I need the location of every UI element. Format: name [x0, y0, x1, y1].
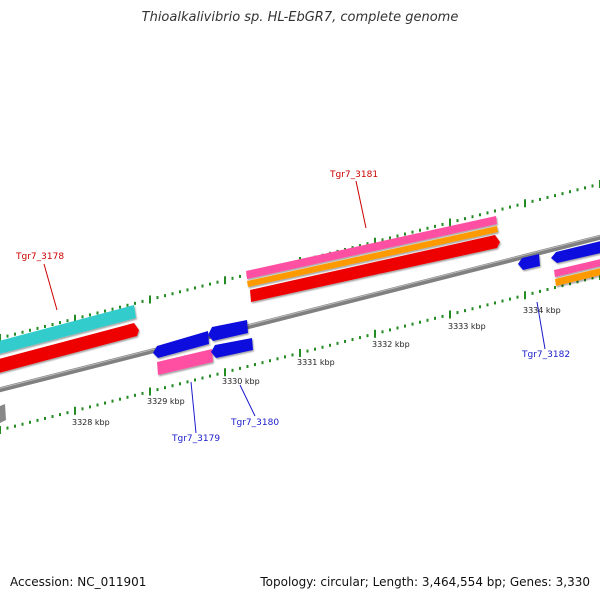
gene-label-tgr7-3179[interactable]: Tgr7_3179 — [171, 434, 220, 444]
genome-backbone — [0, 234, 600, 393]
gene-tgr7-3180-blue-a[interactable] — [208, 320, 248, 341]
leader-tgr7-3181 — [355, 180, 367, 229]
cds-tgr7-3178-cyan[interactable] — [0, 305, 136, 355]
genome-title: Thioalkalivibrio sp. HL-EbGR7, complete … — [141, 10, 459, 25]
leader-tgr7-3180 — [239, 384, 256, 417]
scale-label-3333: 3333 kbp — [448, 322, 486, 331]
cds-right-orange[interactable] — [555, 267, 600, 286]
gene-label-tgr7-3178[interactable]: Tgr7_3178 — [15, 252, 64, 262]
scale-label-3329: 3329 kbp — [147, 397, 185, 406]
cds-tgr7-3178-red[interactable] — [0, 323, 139, 374]
cds-tgr7-3181-orange[interactable] — [247, 226, 498, 287]
scale-label-3334: 3334 kbp — [523, 306, 561, 315]
gene-tgr7-3181-pink[interactable] — [246, 216, 497, 279]
gene-label-tgr7-3180[interactable]: Tgr7_3180 — [230, 418, 279, 428]
cds-right-pink[interactable] — [554, 258, 600, 277]
gene-label-tgr7-3182[interactable]: Tgr7_3182 — [521, 350, 570, 360]
leader-tgr7-3179 — [190, 381, 197, 434]
gene-tgr7-3180-blue-b[interactable] — [211, 338, 253, 358]
gene-label-tgr7-3181[interactable]: Tgr7_3181 — [329, 170, 378, 180]
lower-tick-track — [0, 272, 600, 434]
scale-label-3331: 3331 kbp — [297, 358, 335, 367]
topology-text: Topology: circular; Length: 3,464,554 bp… — [260, 575, 590, 589]
gene-tgr7-3182-blue-a[interactable] — [518, 254, 540, 270]
accession-text: Accession: NC_011901 — [10, 575, 147, 589]
scale-label-3328: 3328 kbp — [72, 418, 110, 427]
leader-tgr7-3182 — [536, 301, 546, 350]
scale-label-3330: 3330 kbp — [222, 377, 260, 386]
gene-tgr7-3182-blue-b[interactable] — [551, 240, 600, 263]
gene-tgr7-3179-blue[interactable] — [153, 331, 209, 358]
gene-tgr7-3179-pink[interactable] — [157, 349, 213, 375]
backbone-gray-end — [0, 404, 6, 423]
cds-tgr7-3181-red[interactable] — [250, 235, 500, 302]
scale-label-3332: 3332 kbp — [372, 340, 410, 349]
leader-tgr7-3178 — [43, 263, 58, 311]
